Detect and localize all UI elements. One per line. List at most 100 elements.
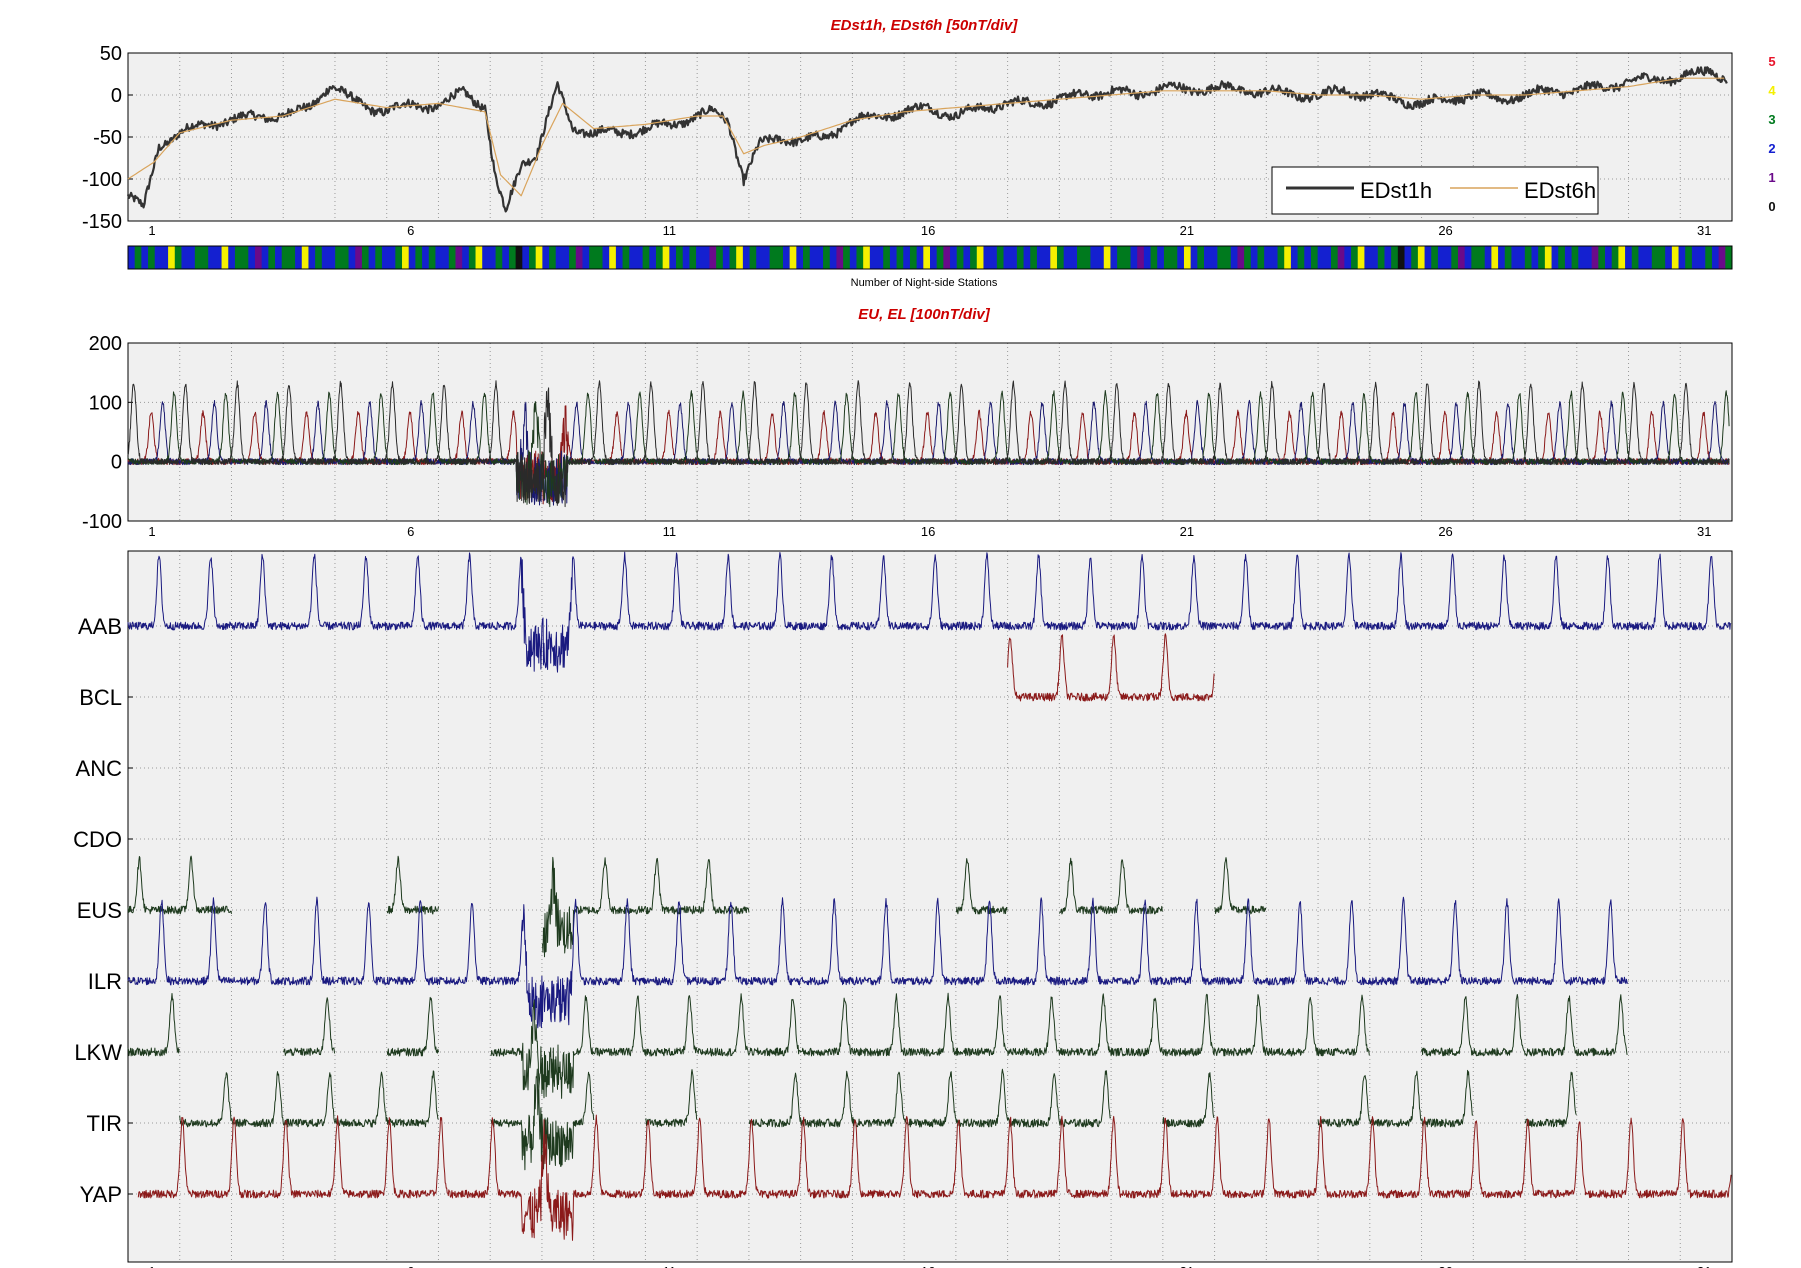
strip-cell xyxy=(702,246,710,269)
strip-cell xyxy=(1531,246,1539,269)
strip-cell xyxy=(295,246,303,269)
strip-cell xyxy=(756,246,764,269)
strip-cell xyxy=(395,246,403,269)
strip-cell xyxy=(194,246,203,269)
strip-cell xyxy=(1564,246,1573,269)
strip-cell xyxy=(1444,246,1452,269)
strip-cell xyxy=(595,246,604,269)
strip-cell xyxy=(1558,246,1566,269)
strip-cell xyxy=(569,246,577,269)
stack-background xyxy=(128,551,1732,1262)
eu-el-xtick-label: 21 xyxy=(1180,524,1194,539)
strip-cell xyxy=(1377,246,1385,269)
strip-cell xyxy=(1404,246,1412,269)
strip-cell xyxy=(642,246,650,269)
strip-cell xyxy=(475,246,483,269)
series-edst6h xyxy=(127,77,1725,197)
strip-cell xyxy=(1217,246,1225,269)
edst-ytick-label: 0 xyxy=(111,85,122,107)
strip-cell xyxy=(241,246,249,269)
strip-cell xyxy=(422,246,430,269)
strip-cell xyxy=(1457,246,1466,269)
station-label-ilr: ILR xyxy=(88,969,122,994)
panel2-title: EU, EL [100nT/div] xyxy=(858,306,990,323)
strip-cell xyxy=(676,246,684,269)
strip-cell xyxy=(415,246,423,269)
trace-eus xyxy=(955,858,1008,915)
strip-cell xyxy=(1605,246,1613,269)
trace-lkw xyxy=(1421,994,1628,1057)
strip-cell xyxy=(1551,246,1559,269)
strip-cell xyxy=(188,246,196,269)
strip-cell xyxy=(529,246,537,269)
strip-cell xyxy=(1016,246,1025,269)
edst-xtick-label: 26 xyxy=(1438,223,1452,238)
strip-cell xyxy=(1177,246,1185,269)
strip-cell xyxy=(722,246,730,269)
strip-cell xyxy=(1524,246,1532,269)
strip-cell xyxy=(669,246,677,269)
eu-el-series-3 xyxy=(127,380,1730,508)
strip-cell xyxy=(1143,246,1152,269)
strip-cell xyxy=(275,246,283,269)
strip-cell xyxy=(1036,246,1045,269)
trace-aab xyxy=(127,551,1732,673)
strip-cell xyxy=(1691,246,1700,269)
strip-cell xyxy=(1384,246,1392,269)
strip-cell xyxy=(823,246,831,269)
strip-cell xyxy=(963,246,971,269)
strip-cell xyxy=(762,246,771,269)
strip-cell xyxy=(1210,246,1218,269)
strip-cell xyxy=(976,246,984,269)
strip-cell xyxy=(1137,246,1145,269)
eu-el-xtick-label: 31 xyxy=(1697,524,1711,539)
strip-cell xyxy=(482,246,490,269)
strip-cell xyxy=(468,246,477,269)
strip-cell xyxy=(1224,246,1232,269)
night-station-strip xyxy=(127,245,1733,270)
strip-cell xyxy=(335,246,343,269)
strip-cell xyxy=(1464,246,1472,269)
strip-cell xyxy=(609,246,617,269)
station-label-tir: TIR xyxy=(87,1111,122,1136)
strip-cell xyxy=(301,246,309,269)
strip-cell xyxy=(1304,246,1312,269)
strip-cell xyxy=(1364,246,1372,269)
strip-cell xyxy=(522,246,530,269)
strip-cell xyxy=(1324,246,1332,269)
strip-cell xyxy=(883,246,891,269)
strip-cell xyxy=(134,246,142,269)
station-count-colorbar: 5 4 3 2 1 0 xyxy=(1768,54,1776,214)
strip-cell xyxy=(508,246,517,269)
station-label-eus: EUS xyxy=(77,898,122,923)
trace-eus xyxy=(1058,857,1163,915)
strip-cell xyxy=(1170,246,1178,269)
strip-cell xyxy=(816,246,824,269)
strip-cell xyxy=(388,246,396,269)
strip-cell xyxy=(1244,246,1252,269)
strip-cell xyxy=(1698,246,1706,269)
strip-cell xyxy=(495,246,503,269)
strip-cell xyxy=(956,246,964,269)
strip-cell xyxy=(1204,246,1212,269)
strip-cell xyxy=(662,246,670,269)
edst-ytick-label: -100 xyxy=(82,169,122,191)
strip-cell xyxy=(1070,246,1078,269)
strip-cell xyxy=(254,246,263,269)
strip-cell xyxy=(555,246,563,269)
strip-cell xyxy=(1645,246,1653,269)
strip-cell xyxy=(709,246,717,269)
strip-cell xyxy=(428,246,436,269)
strip-cell xyxy=(1498,246,1506,269)
stack-frame xyxy=(127,550,1733,1263)
strip-cell xyxy=(542,246,550,269)
strip-cell xyxy=(1030,246,1038,269)
strip-cell xyxy=(996,246,1005,269)
station-label-yap: YAP xyxy=(80,1182,122,1207)
strip-cell xyxy=(1284,246,1292,269)
stack-xtick-label: 31 xyxy=(1697,1264,1711,1268)
strip-cell xyxy=(1157,246,1165,269)
strip-cell xyxy=(1685,246,1693,269)
strip-cell xyxy=(402,246,410,269)
strip-cell xyxy=(248,246,256,269)
